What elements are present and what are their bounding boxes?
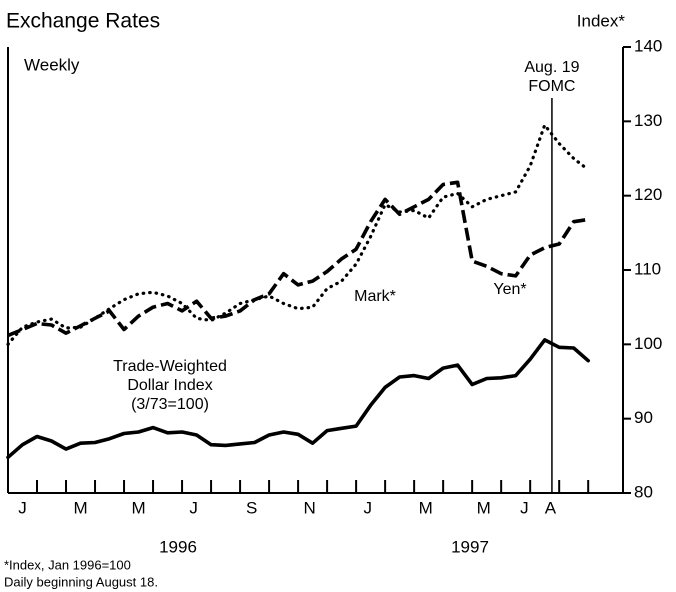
x-tick-label: N (304, 498, 316, 517)
y-tick-label: 80 (634, 482, 653, 501)
chart-title: Exchange Rates (6, 10, 160, 33)
x-tick-label: J (189, 498, 198, 517)
x-tick-label: A (545, 498, 557, 517)
x-tick-label: J (18, 498, 27, 517)
footnote: Daily beginning August 18. (4, 574, 158, 589)
y-tick-label: 140 (634, 36, 662, 55)
series-line (6, 123, 590, 346)
series-label: Yen* (493, 281, 527, 298)
year-label: 1996 (159, 537, 197, 556)
x-tick-label: M (477, 498, 491, 517)
annotation: Aug. 19 FOMC (524, 59, 580, 95)
y-tick-label: 130 (634, 111, 662, 130)
footnote: *Index, Jan 1996=100 (4, 557, 131, 572)
series-label: Mark* (354, 288, 396, 305)
y-tick-label: 120 (634, 185, 662, 204)
series-label: Trade-Weighted Dollar Index (3/73=100) (113, 358, 227, 413)
series-line (6, 338, 590, 460)
x-tick-label: M (73, 498, 87, 517)
series-line (7, 180, 589, 338)
x-tick-label: J (363, 498, 372, 517)
x-tick-label: J (520, 498, 529, 517)
x-tick-label: S (246, 498, 257, 517)
annotation: Weekly (24, 55, 80, 74)
y-tick-label: 110 (634, 259, 661, 278)
x-tick-label: M (419, 498, 433, 517)
y-tick-label: 100 (634, 334, 662, 353)
y-axis-label: Index* (577, 11, 626, 30)
y-tick-label: 90 (634, 408, 653, 427)
year-label: 1997 (451, 537, 489, 556)
x-tick-label: M (131, 498, 145, 517)
